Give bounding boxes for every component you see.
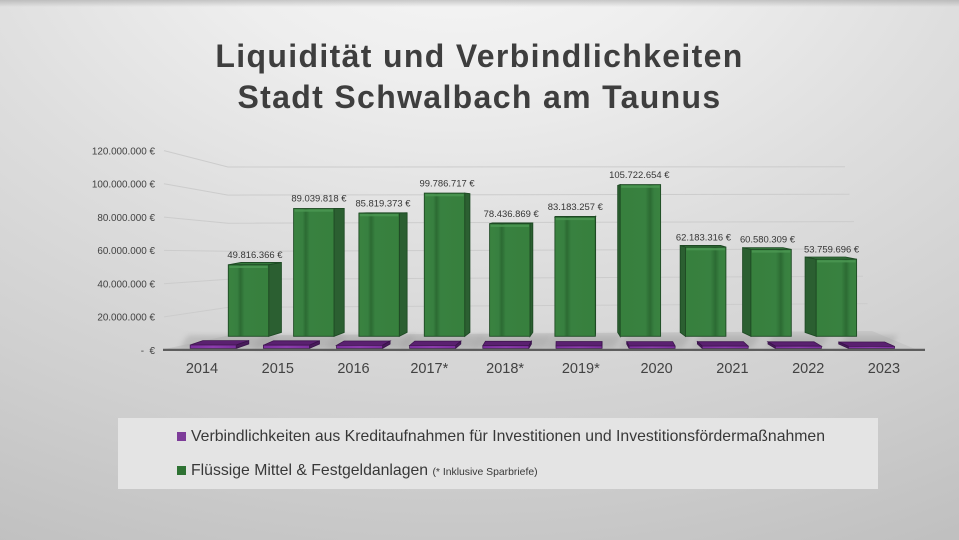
svg-text:2018*: 2018* [486, 361, 524, 377]
svg-text:99.786.717 €: 99.786.717 € [420, 178, 476, 189]
svg-text:62.183.316 €: 62.183.316 € [676, 232, 732, 243]
svg-text:80.000.000 €: 80.000.000 € [97, 213, 155, 224]
svg-text:2017*: 2017* [410, 361, 448, 377]
svg-text:53.759.696 €: 53.759.696 € [804, 244, 860, 255]
svg-text:2015: 2015 [262, 361, 294, 377]
svg-text:100.000.000 €: 100.000.000 € [92, 180, 156, 191]
svg-text:40.000.000 €: 40.000.000 € [97, 279, 155, 290]
svg-text:2022: 2022 [792, 361, 824, 377]
svg-text:2019*: 2019* [562, 361, 600, 377]
svg-text:2014: 2014 [186, 361, 218, 377]
svg-text:83.183.257 €: 83.183.257 € [548, 202, 604, 213]
svg-text:120.000.000 €: 120.000.000 € [92, 146, 156, 157]
svg-text:89.039.818 €: 89.039.818 € [291, 194, 347, 205]
svg-text:2016: 2016 [337, 361, 369, 377]
svg-text:- €: - € [141, 346, 156, 357]
svg-text:78.436.869 €: 78.436.869 € [484, 209, 540, 220]
svg-text:20.000.000 €: 20.000.000 € [97, 313, 155, 324]
svg-text:105.722.654 €: 105.722.654 € [609, 170, 670, 181]
svg-text:85.819.373 €: 85.819.373 € [355, 198, 411, 209]
svg-text:49.816.366 €: 49.816.366 € [227, 250, 283, 261]
svg-text:2023: 2023 [868, 361, 900, 377]
svg-text:60.000.000 €: 60.000.000 € [97, 246, 155, 257]
svg-text:2020: 2020 [640, 361, 672, 377]
svg-text:60.580.309 €: 60.580.309 € [740, 235, 796, 246]
svg-text:2021: 2021 [716, 361, 748, 377]
